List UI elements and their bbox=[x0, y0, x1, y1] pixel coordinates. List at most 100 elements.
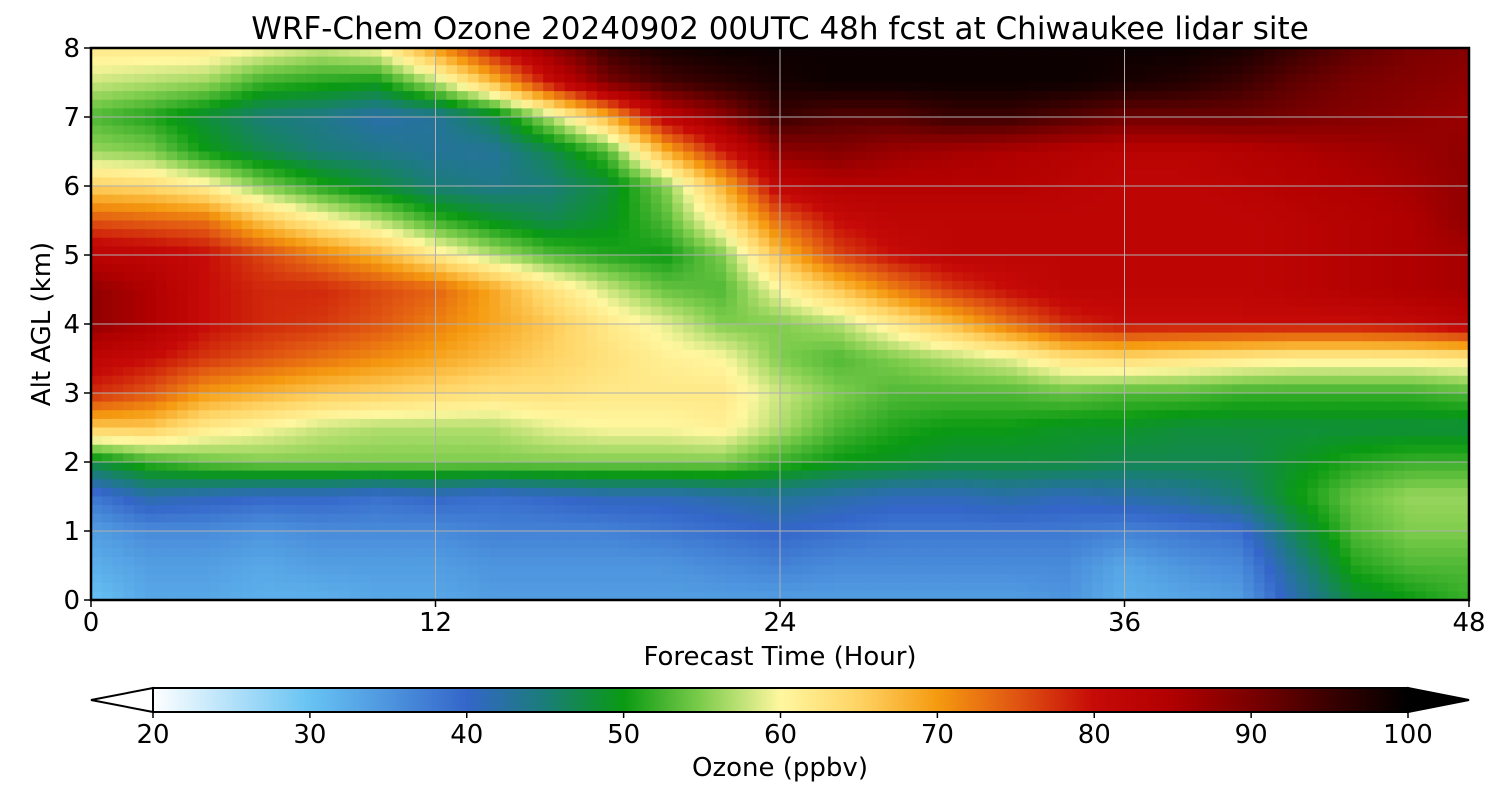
heatmap-cell bbox=[284, 255, 297, 265]
heatmap-cell bbox=[855, 298, 867, 308]
heatmap-cell bbox=[338, 82, 351, 92]
heatmap-cell bbox=[1318, 65, 1330, 75]
heatmap-cell bbox=[1221, 375, 1233, 386]
heatmap-cell bbox=[973, 367, 986, 377]
heatmap-cell bbox=[1210, 65, 1223, 75]
heatmap-cell bbox=[500, 341, 512, 351]
heatmap-cell bbox=[1329, 117, 1341, 127]
heatmap-cell bbox=[1167, 332, 1180, 343]
heatmap-cell bbox=[575, 237, 588, 248]
heatmap-cell bbox=[693, 375, 706, 386]
heatmap-cell bbox=[241, 280, 254, 291]
heatmap-cell bbox=[1296, 341, 1309, 351]
heatmap-cell bbox=[1092, 289, 1104, 299]
heatmap-cell bbox=[1135, 125, 1147, 136]
heatmap-cell bbox=[370, 168, 383, 179]
heatmap-cell bbox=[1339, 263, 1352, 274]
heatmap-cell bbox=[198, 255, 211, 265]
heatmap-cell bbox=[1329, 203, 1341, 213]
heatmap-cell bbox=[1372, 237, 1384, 248]
heatmap-cell bbox=[747, 108, 760, 118]
heatmap-cell bbox=[134, 91, 146, 101]
heatmap-cell bbox=[823, 272, 835, 282]
heatmap-cell bbox=[596, 142, 609, 153]
heatmap-cell bbox=[683, 56, 695, 67]
heatmap-cell bbox=[995, 56, 1007, 67]
heatmap-cell bbox=[370, 220, 383, 230]
heatmap-cell bbox=[919, 298, 932, 308]
heatmap-cell bbox=[586, 177, 598, 187]
heatmap-cell bbox=[941, 341, 954, 351]
heatmap-cell bbox=[618, 108, 631, 118]
heatmap-cell bbox=[596, 168, 609, 179]
heatmap-cell bbox=[1016, 341, 1029, 351]
heatmap-cell bbox=[1167, 125, 1180, 136]
heatmap-cell bbox=[640, 56, 652, 67]
heatmap-cell bbox=[457, 73, 469, 84]
heatmap-cell bbox=[919, 125, 932, 136]
heatmap-cell bbox=[101, 220, 114, 230]
heatmap-cell bbox=[1458, 82, 1469, 92]
heatmap-cell bbox=[403, 125, 415, 136]
heatmap-cell bbox=[640, 65, 652, 75]
heatmap-cell bbox=[1285, 168, 1298, 179]
heatmap-cell bbox=[220, 272, 232, 282]
heatmap-cell bbox=[112, 289, 125, 299]
heatmap-cell bbox=[403, 160, 415, 170]
heatmap-cell bbox=[1242, 142, 1255, 153]
heatmap-cell bbox=[930, 375, 943, 386]
heatmap-cell bbox=[812, 324, 824, 334]
heatmap-cell bbox=[1081, 341, 1094, 351]
heatmap-cell bbox=[134, 142, 146, 153]
heatmap-cell bbox=[995, 134, 1007, 144]
heatmap-cell bbox=[726, 194, 738, 205]
heatmap-cell bbox=[780, 298, 792, 308]
heatmap-cell bbox=[1318, 280, 1330, 291]
heatmap-cell bbox=[284, 211, 297, 222]
heatmap-cell bbox=[941, 211, 954, 222]
heatmap-cell bbox=[1415, 367, 1427, 377]
heatmap-cell bbox=[274, 177, 286, 187]
heatmap-cell bbox=[532, 367, 544, 377]
heatmap-cell bbox=[973, 341, 986, 351]
heatmap-cell bbox=[683, 289, 695, 299]
heatmap-cell bbox=[209, 332, 221, 343]
heatmap-cell bbox=[715, 255, 727, 265]
heatmap-cell bbox=[586, 375, 598, 386]
heatmap-cell bbox=[446, 186, 458, 196]
heatmap-cell bbox=[747, 177, 760, 187]
heatmap-cell bbox=[887, 48, 900, 58]
heatmap-cell bbox=[1016, 280, 1029, 291]
heatmap-cell bbox=[952, 48, 964, 58]
heatmap-cell bbox=[274, 211, 286, 222]
heatmap-cell bbox=[1329, 324, 1341, 334]
heatmap-cell bbox=[252, 203, 265, 213]
heatmap-cell bbox=[1092, 48, 1104, 58]
heatmap-cell bbox=[1372, 168, 1384, 179]
heatmap-cell bbox=[930, 324, 943, 334]
heatmap-cell bbox=[1178, 117, 1190, 127]
heatmap-cell bbox=[1038, 349, 1050, 360]
heatmap-cell bbox=[284, 125, 297, 136]
heatmap-cell bbox=[1092, 82, 1104, 92]
heatmap-cell bbox=[930, 263, 943, 274]
heatmap-cell bbox=[532, 237, 544, 248]
heatmap-cell bbox=[758, 82, 771, 92]
heatmap-cell bbox=[1038, 177, 1050, 187]
heatmap-cell bbox=[553, 237, 566, 248]
heatmap-cell bbox=[1275, 280, 1287, 291]
heatmap-cell bbox=[952, 151, 964, 161]
heatmap-cell bbox=[1339, 203, 1352, 213]
heatmap-cell bbox=[403, 142, 415, 153]
heatmap-cell bbox=[1242, 194, 1255, 205]
heatmap-cell bbox=[134, 315, 146, 325]
heatmap-cell bbox=[1092, 263, 1104, 274]
heatmap-cell bbox=[1415, 263, 1427, 274]
heatmap-cell bbox=[360, 341, 372, 351]
heatmap-cell bbox=[467, 263, 480, 274]
heatmap-cell bbox=[564, 315, 577, 325]
heatmap-cell bbox=[1124, 73, 1137, 84]
heatmap-cell bbox=[1253, 315, 1266, 325]
heatmap-cell bbox=[1275, 272, 1287, 282]
heatmap-cell bbox=[844, 117, 857, 127]
